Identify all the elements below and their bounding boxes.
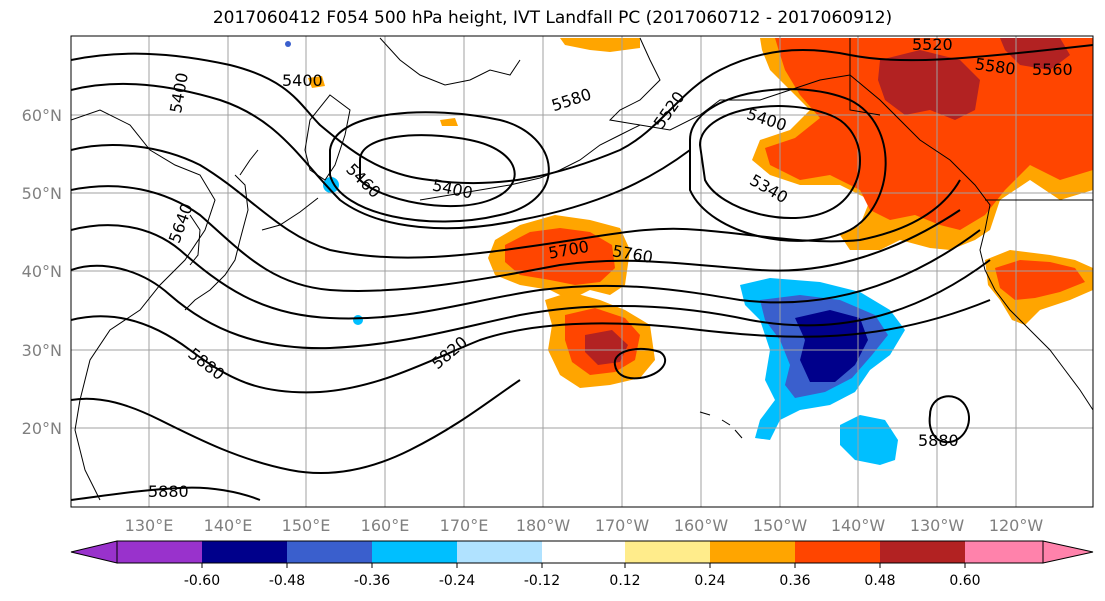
colorbar-segment bbox=[625, 541, 710, 563]
graticule bbox=[71, 36, 1093, 507]
colorbar-tick-label: 0.36 bbox=[779, 573, 810, 589]
colorbar-segment bbox=[457, 541, 542, 563]
map-title: 2017060412 F054 500 hPa height, IVT Land… bbox=[212, 8, 893, 28]
height-contours bbox=[71, 44, 1093, 501]
colorbar-segment bbox=[372, 541, 457, 563]
contour-label: 5880 bbox=[148, 482, 189, 501]
colorbar-frame bbox=[116, 540, 1044, 564]
colorbar-segment bbox=[542, 541, 625, 563]
longitude-label: 180°W bbox=[516, 516, 571, 535]
colorbar-extend-low bbox=[70, 540, 118, 564]
colorbar-segment bbox=[965, 541, 1043, 563]
longitude-label: 170°W bbox=[595, 516, 650, 535]
ivt-shading-positive bbox=[308, 38, 1093, 388]
latitude-labels: 60°N 50°N 40°N 30°N 20°N bbox=[22, 106, 62, 438]
longitude-labels: 130°E 140°E 150°E 160°E 170°E 180°W 170°… bbox=[125, 516, 1044, 535]
latitude-label: 40°N bbox=[22, 262, 62, 281]
latitude-label: 20°N bbox=[22, 419, 62, 438]
colorbar-extend-high bbox=[1042, 540, 1094, 564]
colorbar-tick-label: -0.48 bbox=[269, 573, 305, 589]
colorbar-segment bbox=[117, 541, 202, 563]
longitude-label: 170°E bbox=[440, 516, 489, 535]
map-frame bbox=[70, 35, 1094, 508]
colorbar-ticks bbox=[201, 563, 966, 568]
colorbar-tick-label: -0.12 bbox=[524, 573, 560, 589]
latitude-label: 60°N bbox=[22, 106, 62, 125]
colorbar-tick-label: -0.36 bbox=[354, 573, 390, 589]
contour-label: 5520 bbox=[912, 35, 953, 54]
longitude-label: 150°E bbox=[282, 516, 331, 535]
contour-label: 5560 bbox=[1032, 60, 1073, 79]
colorbar-segment bbox=[710, 541, 795, 563]
contour-label: 5880 bbox=[918, 431, 959, 450]
colorbar-segment bbox=[880, 541, 965, 563]
colorbar-tick-label: 0.12 bbox=[609, 573, 640, 589]
longitude-label: 130°E bbox=[125, 516, 174, 535]
colorbar-tick-label: 0.24 bbox=[694, 573, 725, 589]
coastlines bbox=[71, 37, 1093, 501]
longitude-label: 140°W bbox=[831, 516, 886, 535]
colorbar-tick-label: -0.60 bbox=[184, 573, 220, 589]
longitude-label: 140°E bbox=[204, 516, 253, 535]
colorbar-segment bbox=[287, 541, 372, 563]
colorbar-segment bbox=[202, 541, 287, 563]
colorbar: -0.60 -0.48 -0.36 -0.24 -0.12 0.12 0.24 … bbox=[70, 540, 1094, 589]
colorbar-tick-label: 0.60 bbox=[949, 573, 980, 589]
contour-label: 5400 bbox=[282, 71, 323, 90]
longitude-label: 160°E bbox=[361, 516, 410, 535]
colorbar-segment bbox=[795, 541, 880, 563]
colorbar-tick-label: -0.24 bbox=[439, 573, 475, 589]
latitude-label: 30°N bbox=[22, 341, 62, 360]
colorbar-tick-label: 0.48 bbox=[864, 573, 895, 589]
longitude-label: 130°W bbox=[910, 516, 965, 535]
latitude-label: 50°N bbox=[22, 184, 62, 203]
longitude-label: 150°W bbox=[753, 516, 808, 535]
longitude-label: 160°W bbox=[674, 516, 729, 535]
longitude-label: 120°W bbox=[989, 516, 1044, 535]
